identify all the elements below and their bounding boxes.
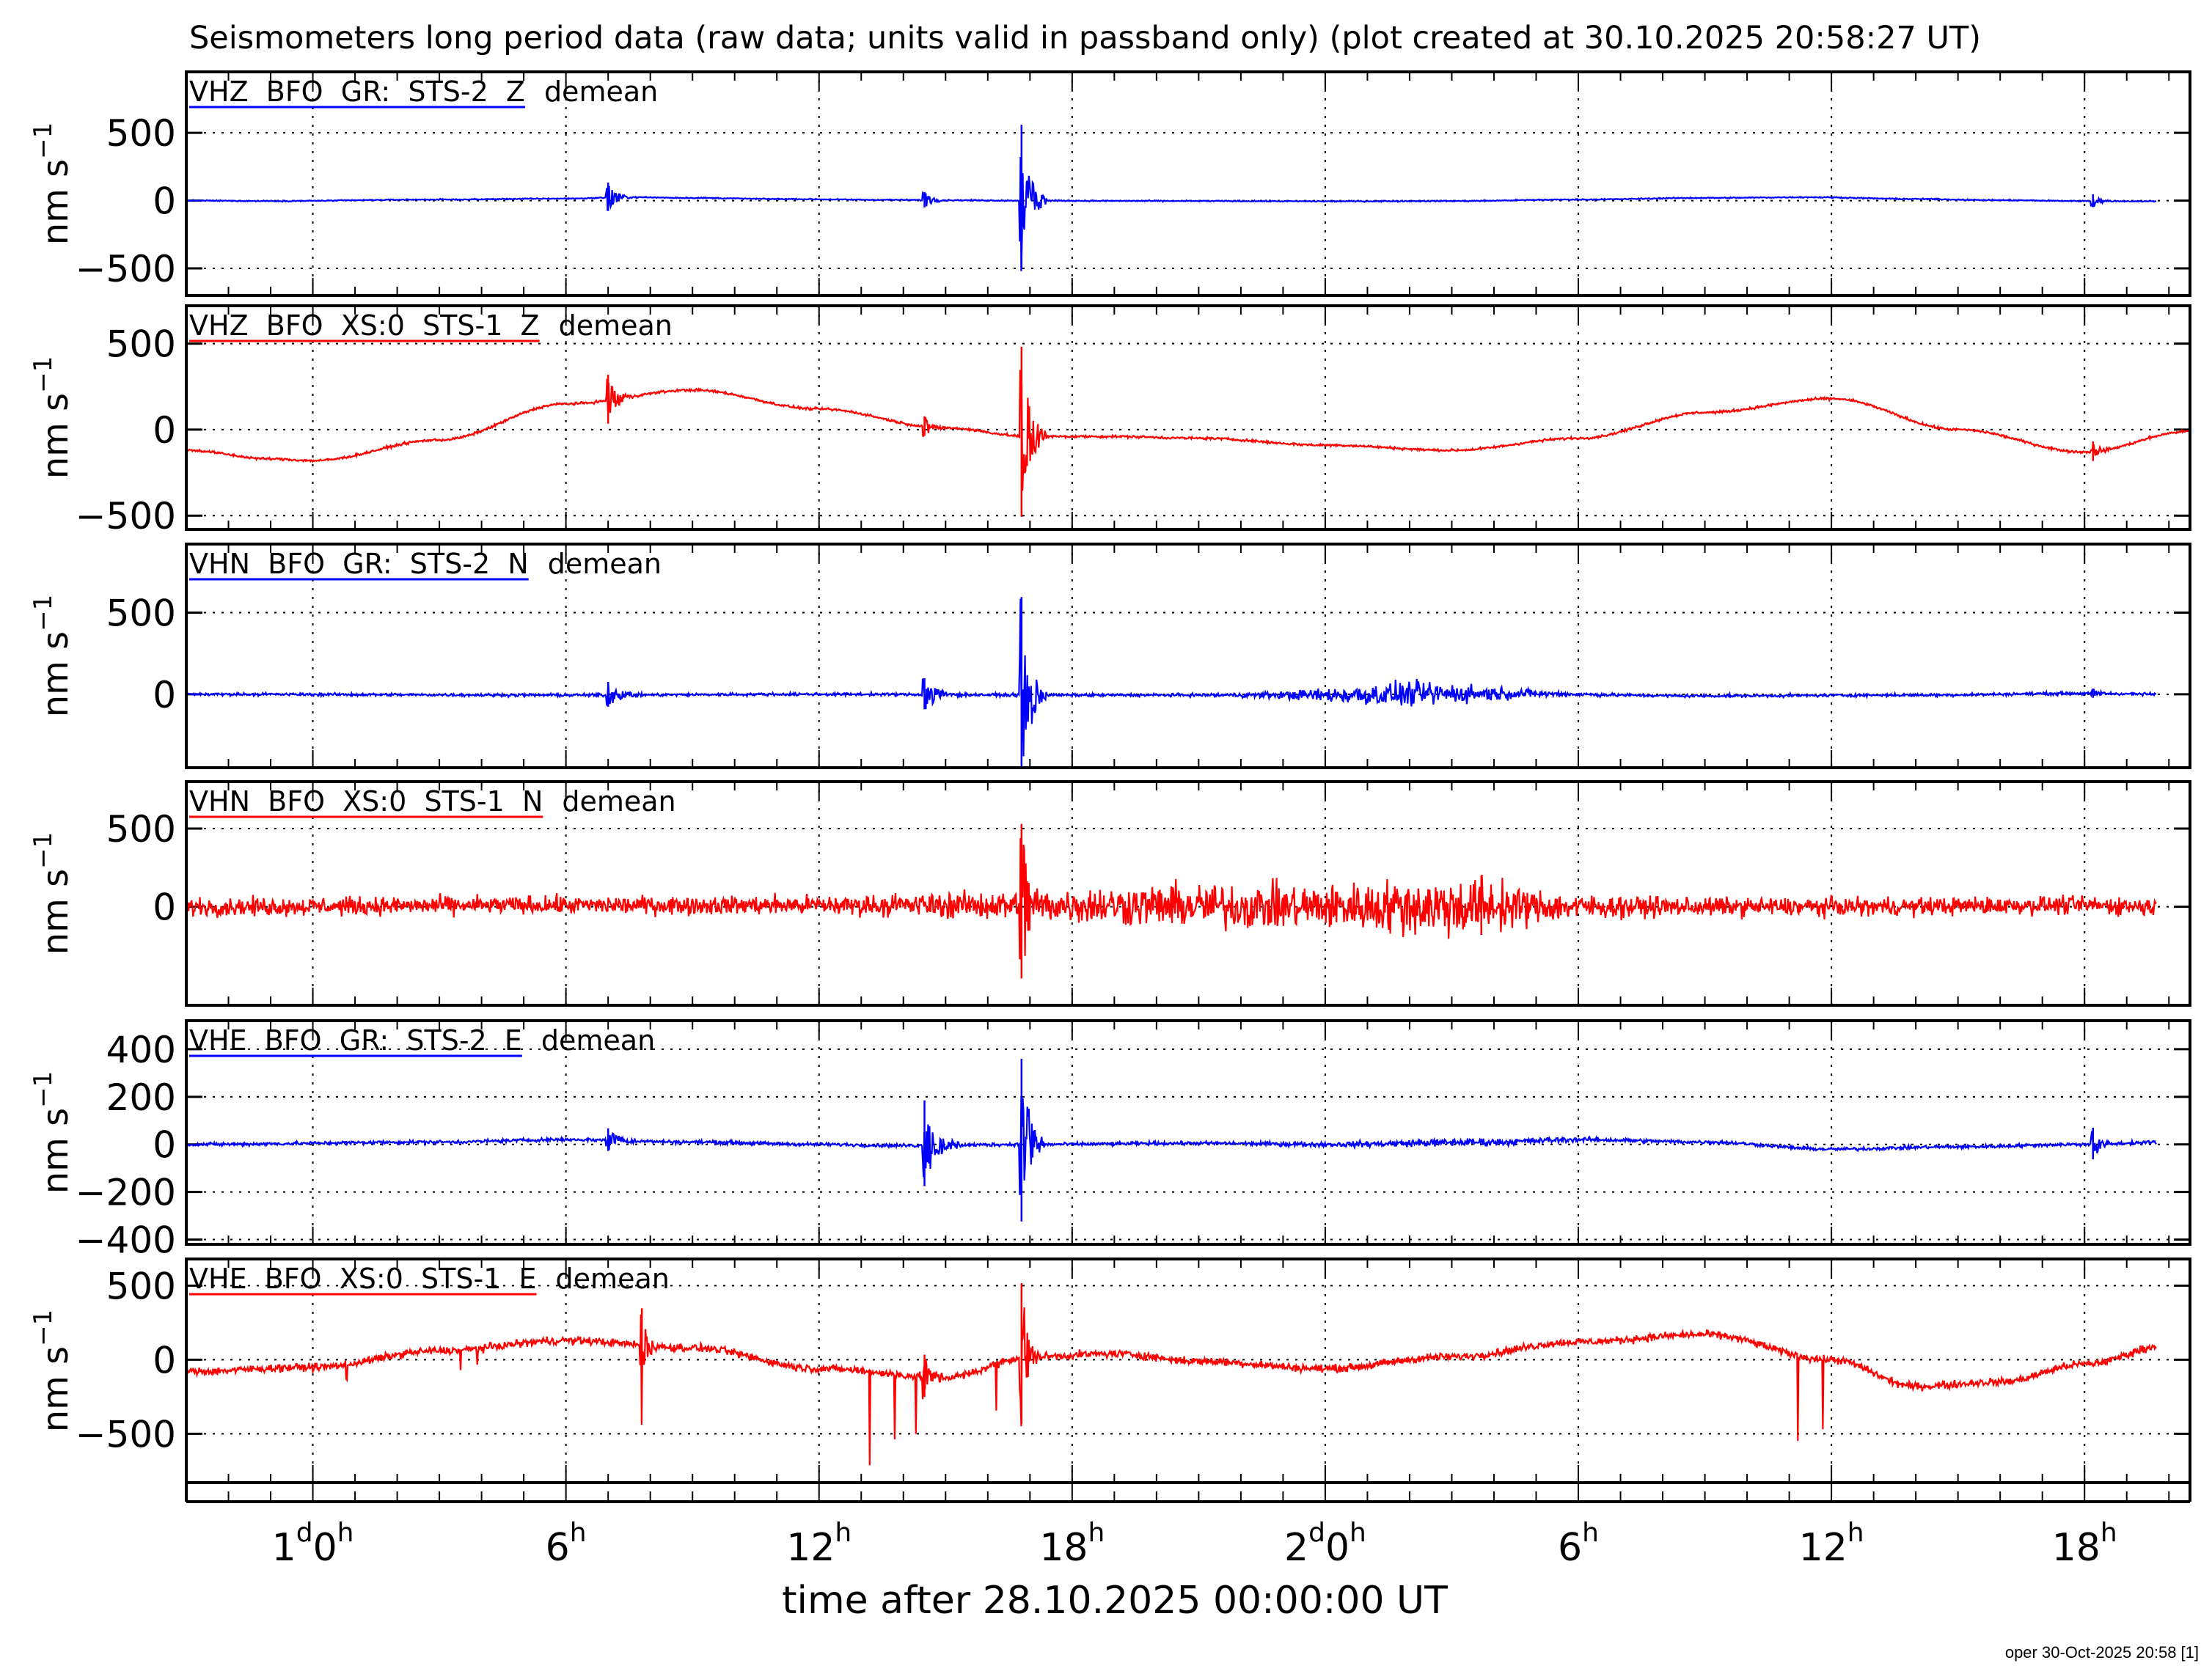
channel-panel: 0 500 VHN BFO GR: STS-2 N demean nm s−1 — [29, 543, 2191, 769]
channel-name: VHN BFO GR: STS-2 N — [189, 548, 529, 580]
y-tick-label: 0 — [153, 409, 176, 452]
y-tick-label: 0 — [153, 180, 176, 223]
y-tick-label: 500 — [106, 592, 176, 635]
panel-frame — [185, 70, 2191, 297]
x-axis: 1d0h 6h 12h 18h 2d0h 6h 12h 18h — [185, 1483, 2191, 1570]
panel-frame — [185, 780, 2191, 1007]
panel-frame — [185, 1019, 2191, 1246]
y-tick-label: 0 — [153, 886, 176, 929]
channel-name: VHE BFO XS:0 STS-1 E — [189, 1263, 537, 1295]
x-tick-label: 6h — [546, 1518, 587, 1570]
channel-panel: −500 0 500 VHE BFO XS:0 STS-1 E demean nm s−1 — [29, 1258, 2191, 1484]
chart-title: Seismometers long period data (raw data;… — [189, 20, 1981, 56]
x-tick-label: 12h — [786, 1518, 852, 1570]
channel-name: VHN BFO XS:0 STS-1 N — [189, 785, 543, 818]
channel-name: VHZ BFO GR: STS-2 Z — [189, 76, 525, 108]
y-axis-label: nm s−1 — [29, 595, 76, 718]
channel-name: VHE BFO GR: STS-2 E — [189, 1024, 522, 1057]
channel-panel: −500 0 500 VHZ BFO XS:0 STS-1 Z demean nm s−1 — [29, 304, 2191, 537]
x-axis-label: time after 28.10.2025 00:00:00 UT — [782, 1579, 1448, 1623]
x-tick-label: 2d0h — [1284, 1518, 1366, 1570]
trace-line — [186, 157, 2157, 271]
channel-panel: 0 500 VHN BFO XS:0 STS-1 N demean nm s−1 — [29, 780, 2191, 1007]
x-tick-label: 1d0h — [272, 1518, 354, 1570]
processing-label: demean — [556, 1263, 670, 1295]
y-tick-label: 400 — [106, 1029, 176, 1071]
y-axis-label: nm s−1 — [29, 356, 76, 480]
y-tick-label: 500 — [106, 323, 176, 366]
y-tick-label: 500 — [106, 808, 176, 851]
y-tick-label: −200 — [76, 1172, 176, 1214]
y-tick-label: 500 — [106, 1265, 176, 1307]
channel-panel: −500 0 500 VHZ BFO GR: STS-2 Z demean nm s−1 — [29, 70, 2191, 297]
x-tick-label: 6h — [1558, 1518, 1599, 1570]
panel-frame — [185, 543, 2191, 769]
y-axis-label: nm s−1 — [29, 1310, 76, 1433]
y-axis-label: nm s−1 — [29, 832, 76, 955]
y-tick-label: 500 — [106, 112, 176, 155]
y-tick-label: −500 — [76, 248, 176, 290]
y-tick-label: −500 — [76, 495, 176, 537]
trace-line — [186, 370, 2190, 491]
footer-text: oper 30-Oct-2025 20:58 [1] — [2004, 1643, 2199, 1662]
y-tick-label: −400 — [76, 1219, 176, 1262]
y-tick-label: 200 — [106, 1076, 176, 1119]
channel-name: VHZ BFO XS:0 STS-1 Z — [189, 309, 540, 342]
y-tick-label: −500 — [76, 1413, 176, 1455]
channel-panel: −400 −200 0 200 400 VHE BFO GR: STS-2 E demean… — [29, 1019, 2191, 1262]
y-axis-label: nm s−1 — [29, 1071, 76, 1194]
processing-label: demean — [559, 309, 673, 342]
trace-line — [186, 1095, 2157, 1195]
x-tick-label: 12h — [1799, 1518, 1864, 1570]
x-tick-label: 18h — [2052, 1518, 2117, 1570]
x-tick-label: 18h — [1039, 1518, 1105, 1570]
panel-frame — [185, 304, 2191, 531]
processing-label: demean — [562, 785, 675, 818]
processing-label: demean — [544, 76, 658, 108]
y-tick-label: 0 — [153, 1124, 176, 1167]
panel-frame — [185, 1258, 2191, 1484]
processing-label: demean — [541, 1024, 655, 1057]
trace-line — [186, 598, 2157, 757]
y-tick-label: 0 — [153, 1339, 176, 1381]
trace-line — [186, 1307, 2157, 1466]
y-axis-label: nm s−1 — [29, 122, 76, 246]
processing-label: demean — [548, 548, 662, 580]
trace-line — [186, 838, 2157, 960]
y-tick-label: 0 — [153, 674, 176, 716]
